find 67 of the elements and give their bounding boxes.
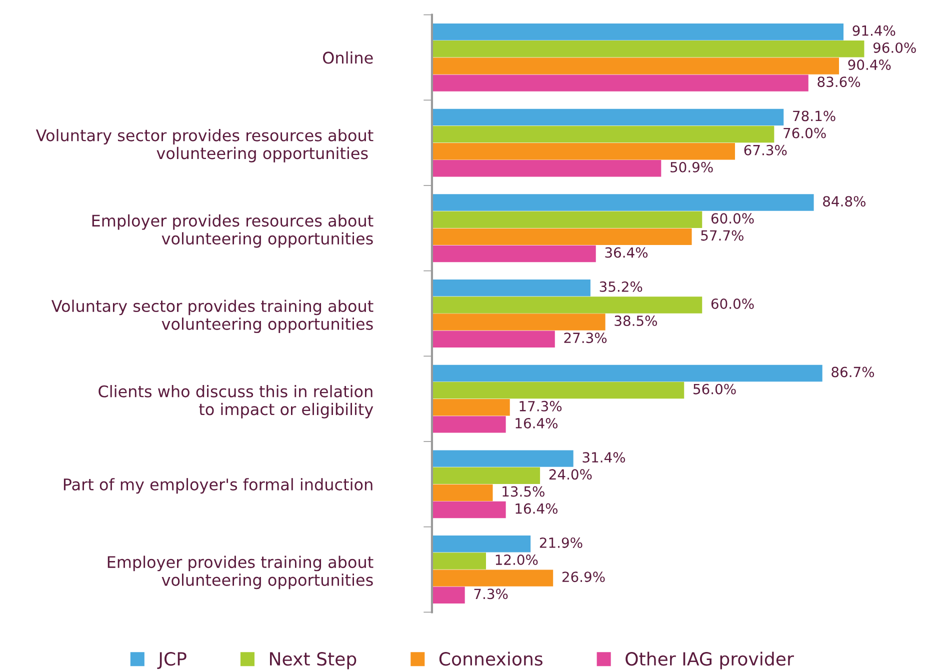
data-label: 78.1% bbox=[793, 110, 836, 122]
data-label: 21.9% bbox=[540, 537, 582, 548]
data-label: 7.3% bbox=[474, 588, 508, 600]
data-label: 56.0% bbox=[694, 384, 736, 394]
data-label: 90.4% bbox=[848, 60, 891, 70]
bar bbox=[432, 416, 506, 433]
y-tick-label: Online bbox=[323, 51, 373, 64]
data-label: 83.6% bbox=[818, 76, 860, 88]
data-label: 27.3% bbox=[564, 332, 607, 344]
y-tick-label: Clients who discuss this in relation to impact or eligibility bbox=[98, 385, 374, 418]
bar bbox=[432, 330, 555, 348]
bar bbox=[432, 245, 596, 262]
bar bbox=[432, 160, 662, 177]
data-label: 67.3% bbox=[744, 144, 787, 156]
data-label: 60.0% bbox=[711, 298, 754, 309]
data-label: 31.4% bbox=[582, 452, 626, 463]
legend-label: Connexions bbox=[439, 652, 542, 666]
data-label: 12.0% bbox=[496, 554, 538, 566]
bar bbox=[432, 126, 774, 143]
data-label: 24.0% bbox=[549, 469, 592, 480]
legend-label: Other IAG provider bbox=[626, 652, 794, 670]
bar bbox=[432, 296, 702, 314]
bar bbox=[432, 536, 531, 552]
data-label: 16.4% bbox=[516, 503, 558, 514]
data-label: 26.9% bbox=[562, 572, 605, 582]
bar bbox=[432, 74, 808, 92]
bar bbox=[432, 450, 574, 467]
bar bbox=[432, 467, 540, 484]
bar bbox=[432, 382, 684, 399]
bar bbox=[432, 108, 784, 126]
data-label: 91.4% bbox=[852, 25, 896, 36]
data-label: 50.9% bbox=[670, 162, 713, 172]
data-label: 76.0% bbox=[784, 128, 826, 138]
y-tick-label: Voluntary sector provides training about volunteering opportunities bbox=[51, 300, 374, 334]
data-label: 36.4% bbox=[605, 247, 648, 258]
data-label: 38.5% bbox=[614, 316, 658, 326]
bar bbox=[432, 23, 844, 40]
data-label: 57.7% bbox=[701, 230, 744, 241]
data-label: 86.7% bbox=[832, 366, 874, 378]
bar bbox=[432, 314, 606, 330]
bar bbox=[432, 364, 822, 382]
bar bbox=[432, 484, 493, 502]
bar bbox=[432, 280, 590, 296]
bar bbox=[432, 570, 554, 586]
bar bbox=[432, 501, 506, 518]
y-tick-label: Voluntary sector provides resources about volunteering opportunities bbox=[36, 129, 374, 162]
data-label: 16.4% bbox=[516, 418, 558, 428]
bar bbox=[432, 40, 864, 58]
bar bbox=[432, 586, 465, 604]
y-tick-label: Employer provides resources about volunteering opportunities bbox=[92, 214, 374, 248]
bar bbox=[432, 211, 702, 228]
bar bbox=[432, 58, 840, 74]
y-tick-label: Part of my employer's formal induction bbox=[64, 478, 372, 494]
bar bbox=[432, 228, 692, 246]
bar bbox=[432, 194, 814, 211]
data-label: 60.0% bbox=[711, 213, 754, 224]
y-tick-label: Employer provides training about volunteering opportunities bbox=[108, 556, 374, 590]
bar bbox=[432, 142, 735, 160]
data-label: 84.8% bbox=[823, 196, 866, 207]
legend-label: Next Step bbox=[270, 652, 356, 670]
data-label: 17.3% bbox=[520, 400, 562, 412]
bar bbox=[432, 399, 510, 416]
data-label: 13.5% bbox=[502, 486, 544, 497]
data-label: 96.0% bbox=[873, 42, 916, 53]
legend-label: JCP bbox=[157, 652, 186, 670]
data-label: 35.2% bbox=[600, 281, 642, 292]
bar bbox=[432, 552, 486, 570]
